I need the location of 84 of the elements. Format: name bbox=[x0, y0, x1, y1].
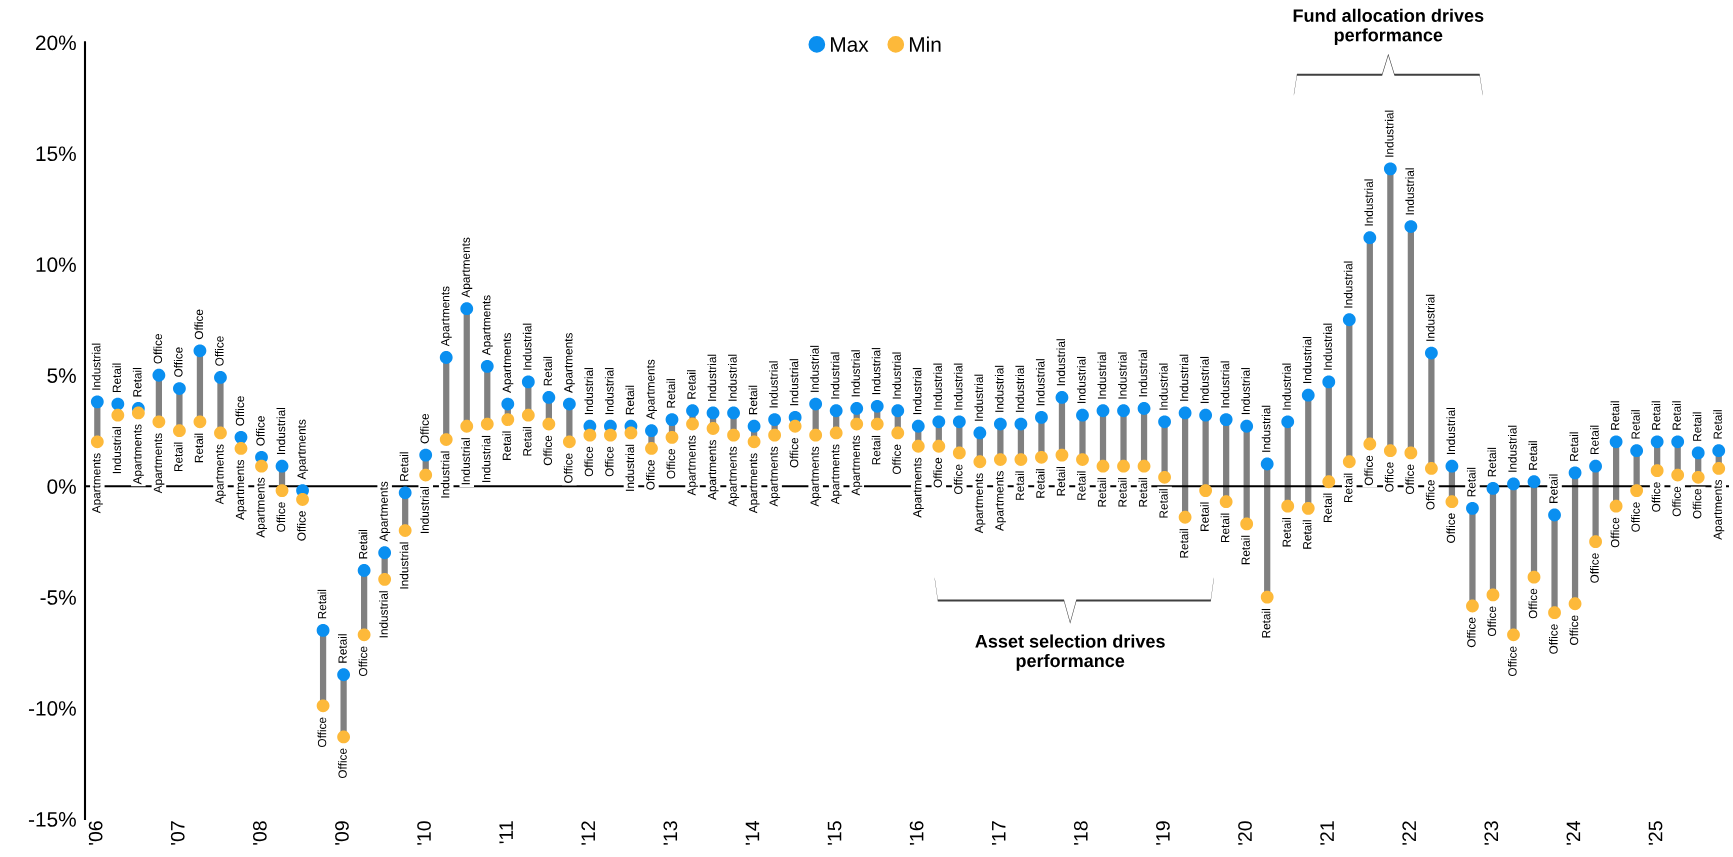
x-tick-label: '11 bbox=[499, 821, 513, 844]
data-label: Industrial bbox=[728, 354, 737, 401]
data-label: Industrial bbox=[1200, 356, 1209, 403]
data-label: Apartments bbox=[564, 333, 575, 393]
data-label: Industrial bbox=[810, 345, 819, 392]
y-tick-label: 0% bbox=[47, 479, 76, 494]
data-label: Apartments bbox=[482, 295, 493, 356]
data-label: Office bbox=[153, 334, 163, 364]
data-label: Industrial bbox=[1302, 336, 1312, 383]
data-label: Industrial bbox=[522, 323, 532, 370]
x-tick-label: '10 bbox=[417, 821, 431, 845]
data-label: Industrial bbox=[1282, 363, 1291, 410]
x-tick-label: '17 bbox=[992, 821, 1006, 845]
data-label: Industrial bbox=[1425, 294, 1435, 341]
data-label: Office bbox=[173, 347, 183, 377]
data-label: Retail bbox=[112, 363, 122, 392]
data-label: Industrial bbox=[1138, 350, 1148, 397]
data-label: Industrial bbox=[871, 348, 881, 395]
x-tick-label: '12 bbox=[581, 821, 595, 845]
x-tick-label: '13 bbox=[663, 821, 678, 845]
data-label: Retail bbox=[666, 379, 676, 408]
data-label: Office bbox=[214, 336, 224, 366]
data-label: Industrial bbox=[994, 365, 1004, 412]
data-label: Industrial bbox=[707, 354, 717, 401]
data-label: Retail bbox=[132, 368, 142, 397]
x-tick-label: '06 bbox=[88, 821, 103, 845]
y-tick-label: 5% bbox=[47, 368, 76, 383]
x-tick-label: '20 bbox=[1238, 821, 1252, 845]
x-tick-label: '25 bbox=[1648, 821, 1663, 845]
data-label: Industrial bbox=[769, 361, 778, 408]
data-label: Industrial bbox=[1097, 352, 1107, 399]
data-label: Industrial bbox=[830, 352, 840, 399]
data-label: Retail bbox=[543, 356, 553, 386]
x-tick-label: '16 bbox=[909, 821, 924, 845]
data-label: Retail bbox=[687, 370, 696, 399]
x-tick-label: '21 bbox=[1320, 821, 1334, 845]
data-label: Industrial bbox=[1015, 365, 1025, 412]
legend-label: Max bbox=[831, 37, 869, 52]
x-tick-label: '07 bbox=[170, 821, 185, 845]
data-label: Apartments bbox=[461, 237, 473, 298]
data-label: Industrial bbox=[1405, 168, 1415, 215]
data-label: Industrial bbox=[1323, 323, 1332, 370]
data-label: Industrial bbox=[1035, 359, 1045, 406]
data-label: Office bbox=[194, 309, 204, 340]
data-label: Office bbox=[338, 748, 347, 779]
x-tick-label: '19 bbox=[1156, 821, 1170, 845]
y-tick-label: -5% bbox=[40, 590, 76, 605]
data-label: Industrial bbox=[1056, 339, 1066, 386]
data-label: Industrial bbox=[1179, 354, 1189, 401]
data-label: Industrial bbox=[584, 368, 594, 415]
data-label: Apartments bbox=[441, 286, 452, 347]
x-tick-label: '18 bbox=[1073, 821, 1088, 845]
data-label: Industrial bbox=[912, 368, 922, 415]
data-label: Apartments bbox=[646, 359, 657, 420]
data-label: Industrial bbox=[1364, 179, 1373, 226]
data-label: Industrial bbox=[1384, 110, 1394, 157]
x-tick-label: '14 bbox=[745, 820, 760, 845]
data-label: Industrial bbox=[1343, 261, 1353, 308]
x-tick-label: '15 bbox=[827, 821, 842, 845]
x-tick-label: '24 bbox=[1566, 820, 1581, 845]
data-label: Industrial bbox=[953, 363, 963, 410]
data-label: Industrial bbox=[851, 350, 860, 397]
data-label: Industrial bbox=[1220, 361, 1230, 408]
data-label: Industrial bbox=[1076, 356, 1086, 403]
y-tick-label: 15% bbox=[36, 146, 76, 162]
legend-label: Min bbox=[909, 36, 941, 52]
data-label: Industrial bbox=[933, 363, 942, 410]
x-tick-label: '22 bbox=[1402, 821, 1416, 845]
data-label: Apartments bbox=[502, 333, 514, 393]
data-label: Industrial bbox=[789, 359, 799, 406]
data-label: Industrial bbox=[1241, 368, 1250, 415]
data-label: Industrial bbox=[892, 352, 901, 399]
data-label: Industrial bbox=[91, 343, 101, 390]
data-label: Industrial bbox=[1118, 352, 1127, 399]
y-tick-label: -15% bbox=[28, 812, 76, 827]
data-label: Industrial bbox=[1159, 363, 1168, 410]
data-label: Industrial bbox=[604, 368, 614, 415]
annotation: Fund allocation drives performance bbox=[1293, 8, 1484, 46]
x-tick-label: '08 bbox=[252, 821, 267, 845]
y-tick-label: -10% bbox=[28, 701, 76, 716]
x-tick-label: '23 bbox=[1484, 821, 1499, 845]
x-tick-label: '09 bbox=[335, 821, 349, 845]
y-tick-label: 10% bbox=[36, 257, 76, 273]
y-tick-label: 20% bbox=[36, 35, 76, 51]
